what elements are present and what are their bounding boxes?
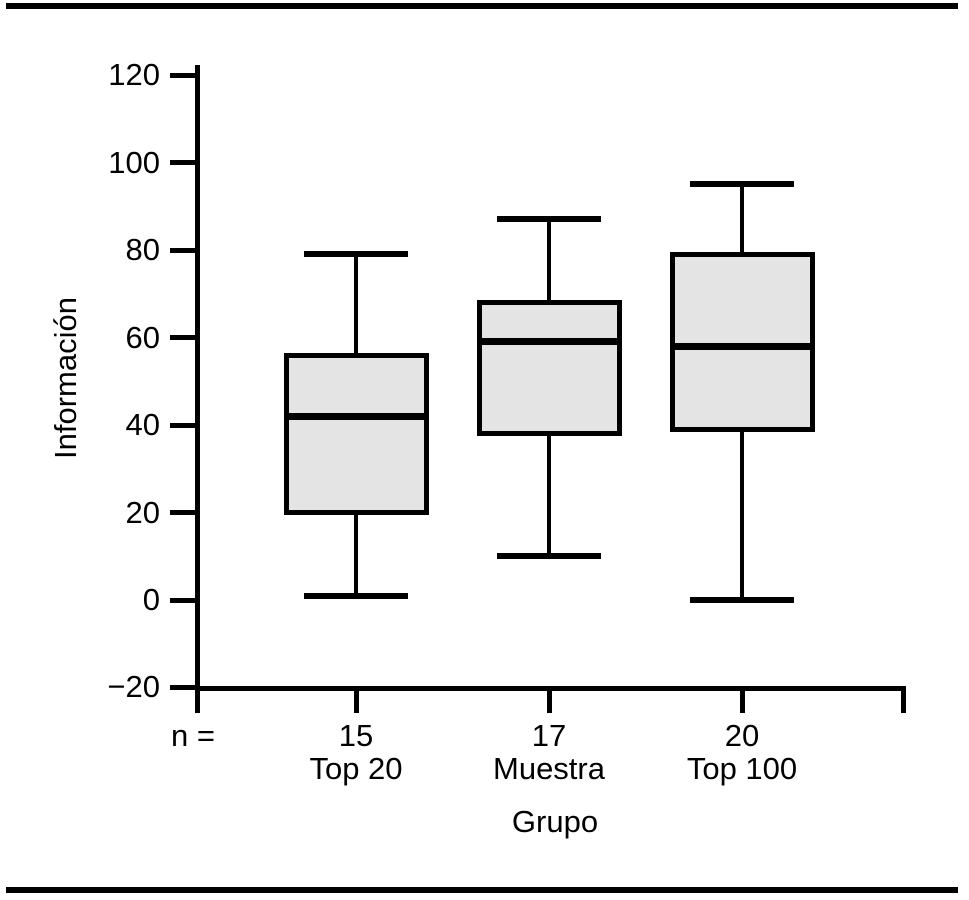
median-line xyxy=(476,338,622,346)
y-tick-label: −20 xyxy=(107,669,160,705)
upper-whisker-line xyxy=(547,219,551,303)
bottom-rule xyxy=(6,887,958,893)
median-line xyxy=(283,412,429,420)
y-tick xyxy=(170,72,195,78)
y-tick xyxy=(170,510,195,516)
y-tick xyxy=(170,160,195,166)
box xyxy=(476,300,622,437)
upper-whisker-cap xyxy=(690,181,794,188)
x-tick xyxy=(739,686,745,713)
y-tick xyxy=(170,335,195,341)
x-axis-end-tick xyxy=(901,686,906,713)
upper-whisker-line xyxy=(740,184,744,255)
category-label: Muestra xyxy=(493,751,605,786)
category-label: Top 20 xyxy=(309,751,403,786)
category-n: 15 xyxy=(338,718,374,753)
y-tick-label: 0 xyxy=(142,582,160,617)
upper-whisker-line xyxy=(354,254,358,356)
upper-whisker-cap xyxy=(497,216,601,223)
lower-whisker-cap xyxy=(497,553,601,560)
y-axis-line xyxy=(195,65,200,713)
y-tick xyxy=(170,597,195,603)
y-tick-label: 20 xyxy=(125,494,160,530)
box xyxy=(669,251,815,432)
lower-whisker-line xyxy=(547,433,551,557)
y-tick-label: 100 xyxy=(108,144,160,180)
y-tick xyxy=(170,422,195,428)
box xyxy=(283,352,429,515)
n-equals-label: n = xyxy=(171,718,215,753)
category-label: Top 100 xyxy=(686,751,798,786)
lower-whisker-cap xyxy=(690,597,794,603)
y-tick-label: 80 xyxy=(125,232,160,268)
category-n: 20 xyxy=(724,718,760,753)
x-tick xyxy=(546,686,552,713)
x-axis-title: Grupo xyxy=(511,804,599,839)
y-tick-label: 120 xyxy=(108,57,160,93)
y-tick xyxy=(170,684,195,690)
lower-whisker-line xyxy=(354,512,358,596)
y-tick-label: 60 xyxy=(125,319,160,355)
category-n: 17 xyxy=(531,718,567,753)
lower-whisker-cap xyxy=(304,592,408,599)
y-tick-label: 40 xyxy=(125,407,160,443)
top-rule xyxy=(6,3,958,9)
x-tick xyxy=(353,686,359,713)
median-line xyxy=(669,342,815,350)
lower-whisker-line xyxy=(740,429,744,600)
y-axis-title: Información xyxy=(48,297,83,459)
upper-whisker-cap xyxy=(304,251,408,258)
y-tick xyxy=(170,247,195,253)
